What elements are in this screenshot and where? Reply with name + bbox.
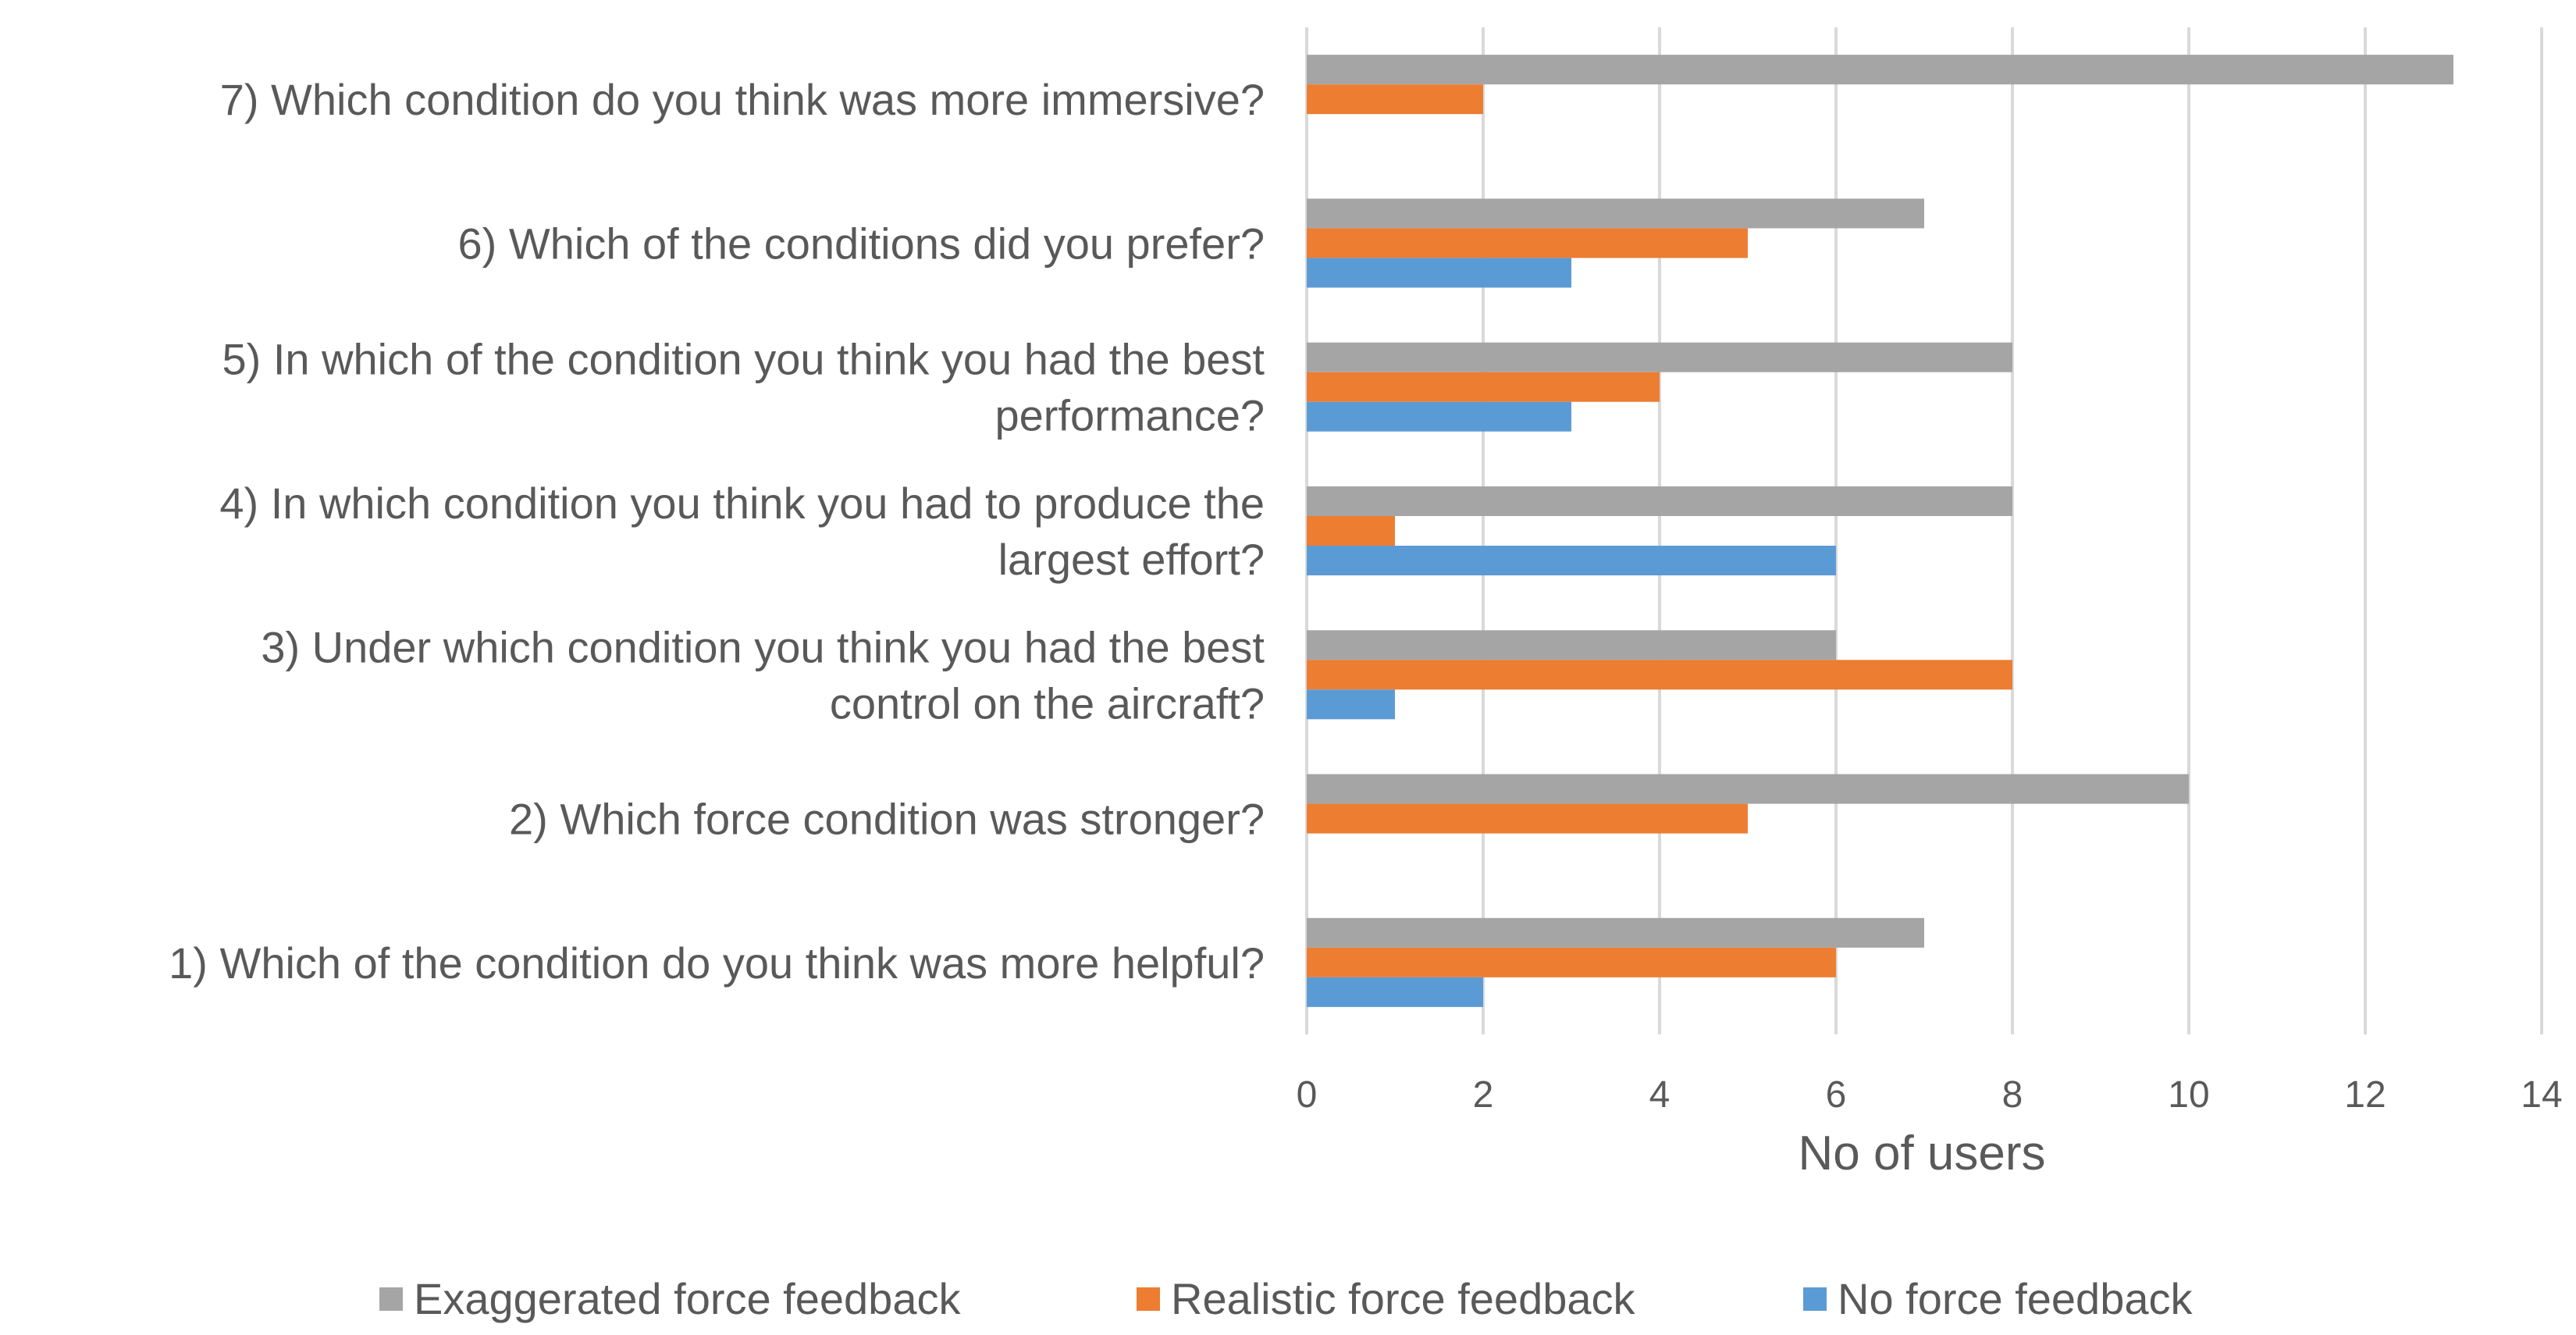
- bar-realistic-q6: [1307, 228, 1748, 258]
- bar-realistic-q4: [1307, 516, 1395, 546]
- x-tick-label: 8: [2002, 1074, 2023, 1116]
- bar-exaggerated-q5: [1307, 342, 2012, 372]
- x-tick-label: 0: [1297, 1074, 1318, 1116]
- category-label: 7) Which condition do you think was more…: [220, 75, 1265, 124]
- bar-realistic-q1: [1307, 947, 1836, 977]
- bar-no-force-q1: [1307, 977, 1483, 1007]
- category-label: 2) Which force condition was stronger?: [509, 795, 1265, 844]
- x-tick-label: 2: [1473, 1074, 1494, 1116]
- legend-label: Realistic force feedback: [1171, 1274, 1636, 1323]
- bar-exaggerated-q1: [1307, 917, 1924, 948]
- x-tick-label: 14: [2521, 1074, 2562, 1116]
- bar-no-force-q3: [1307, 689, 1395, 720]
- x-tick-labels: 0 2 4 6 8 10 12 14: [1297, 1074, 2563, 1116]
- x-tick-label: 6: [1826, 1074, 1847, 1116]
- bar-no-force-q5: [1307, 401, 1571, 432]
- bar-exaggerated-q2: [1307, 774, 2189, 804]
- category-label: control on the aircraft?: [830, 678, 1265, 728]
- category-label: 3) Under which condition you think you h…: [261, 622, 1265, 671]
- legend-label: No force feedback: [1838, 1274, 2193, 1323]
- legend-swatch: [379, 1287, 403, 1311]
- x-tick-label: 4: [1649, 1074, 1670, 1116]
- bar-exaggerated-q7: [1307, 55, 2453, 85]
- category-label: 6) Which of the conditions did you prefe…: [458, 219, 1265, 268]
- x-tick-label: 10: [2168, 1074, 2209, 1116]
- category-label: performance?: [994, 391, 1265, 440]
- legend-swatch: [1137, 1287, 1160, 1311]
- x-axis-title: No of users: [1798, 1127, 2045, 1180]
- bar-exaggerated-q6: [1307, 198, 1924, 229]
- x-tick-label: 12: [2344, 1074, 2386, 1116]
- bar-realistic-q2: [1307, 803, 1748, 834]
- bars: [1307, 55, 2453, 1007]
- legend-label: Exaggerated force feedback: [414, 1274, 961, 1323]
- category-labels: 1) Which of the condition do you think w…: [169, 75, 1265, 988]
- legend-swatch: [1803, 1287, 1827, 1311]
- category-label: 4) In which condition you think you had …: [219, 479, 1265, 528]
- gridlines: [1305, 27, 2543, 1034]
- bar-realistic-q3: [1307, 660, 2012, 690]
- bar-exaggerated-q3: [1307, 630, 1836, 660]
- bar-realistic-q7: [1307, 84, 1483, 115]
- legend: Exaggerated force feedback Realistic forc…: [379, 1274, 2193, 1323]
- bar-exaggerated-q4: [1307, 486, 2012, 516]
- bar-no-force-q4: [1307, 546, 1836, 575]
- bar-realistic-q5: [1307, 372, 1660, 402]
- bar-no-force-q6: [1307, 258, 1571, 288]
- category-label: 1) Which of the condition do you think w…: [169, 938, 1265, 988]
- category-label: 5) In which of the condition you think y…: [222, 335, 1265, 384]
- category-label: largest effort?: [998, 535, 1265, 584]
